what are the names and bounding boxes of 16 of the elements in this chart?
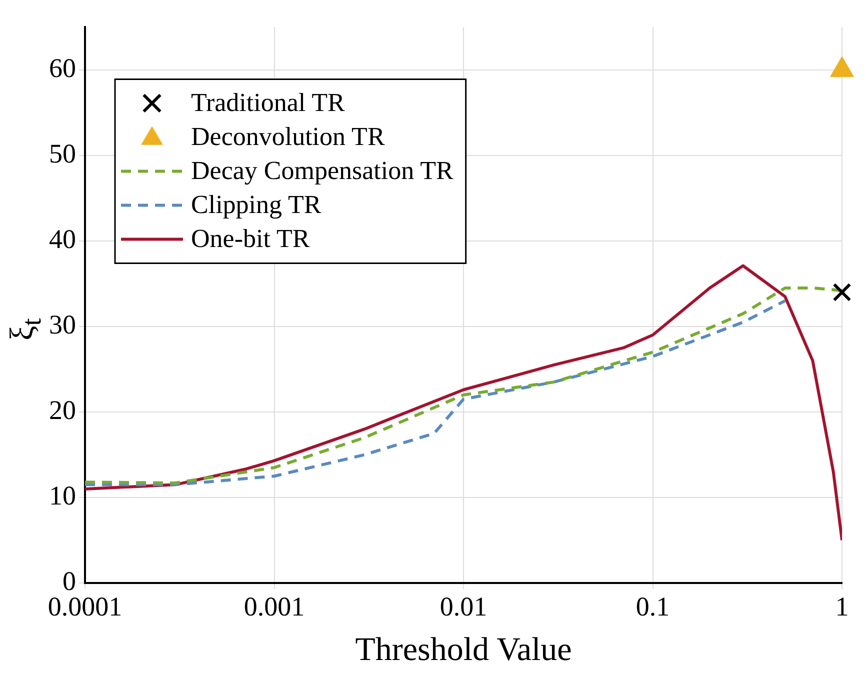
x-tick-label: 0.001 (244, 591, 305, 622)
y-tick-label: 60 (49, 53, 76, 84)
legend-label: One-bit TR (191, 224, 310, 254)
y-tick-label: 20 (49, 395, 76, 426)
legend-label: Deconvolution TR (191, 122, 386, 152)
y-tick-label: 50 (49, 138, 76, 169)
y-tick-label: 40 (49, 224, 76, 254)
x-tick-label: 0.01 (440, 591, 488, 622)
y-tick-label: 30 (49, 310, 76, 340)
x-axis-title: Threshold Value (355, 632, 572, 668)
legend-label: Decay Compensation TR (191, 156, 454, 186)
legend-label: Clipping TR (191, 190, 322, 220)
legend-label: Traditional TR (191, 88, 346, 118)
y-tick-label: 10 (49, 480, 76, 511)
x-tick-label: 0.1 (636, 591, 670, 622)
x-tick-label: 1 (835, 591, 849, 622)
